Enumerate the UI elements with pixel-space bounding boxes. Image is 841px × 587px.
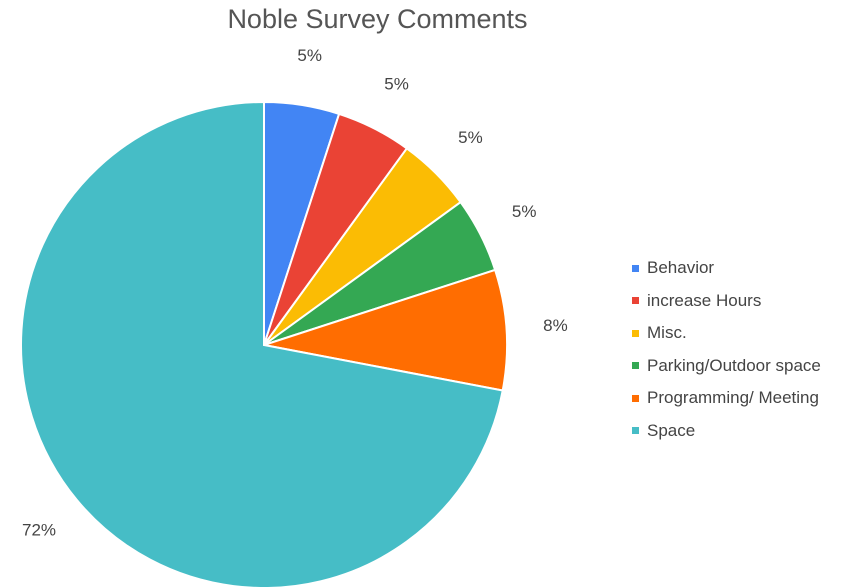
legend-label: Misc.	[647, 323, 687, 343]
slice-value-label-1: 5%	[384, 74, 409, 93]
pie-slice-4	[263, 268, 508, 392]
legend-swatch	[632, 264, 639, 272]
legend-swatch	[632, 329, 639, 337]
legend-label: Parking/Outdoor space	[647, 355, 821, 375]
legend-item-0: Behavior	[632, 252, 821, 285]
slice-value-label-2: 5%	[458, 128, 483, 147]
legend-item-2: Misc.	[632, 317, 821, 350]
legend-label: Programming/ Meeting	[647, 388, 819, 408]
legend-item-1: increase Hours	[632, 285, 821, 318]
legend-swatch	[632, 362, 639, 370]
slice-value-label-0: 5%	[297, 46, 322, 65]
legend-swatch	[632, 427, 639, 435]
slice-value-label-3: 5%	[512, 202, 537, 221]
slice-value-label-4: 8%	[543, 316, 568, 335]
legend-item-3: Parking/Outdoor space	[632, 350, 821, 383]
legend-item-5: Space	[632, 415, 821, 448]
pie-slice-5	[20, 100, 504, 587]
chart-title: Noble Survey Comments	[227, 4, 528, 34]
legend-label: increase Hours	[647, 290, 762, 310]
legend-label: Behavior	[647, 258, 715, 278]
slice-value-label-5: 72%	[22, 521, 56, 540]
legend-label: Space	[647, 420, 696, 440]
legend-swatch	[632, 297, 639, 305]
legend-swatch	[632, 394, 639, 402]
legend: Behavior increase Hours Misc. Parking/Outdo…	[632, 252, 821, 447]
legend-item-4: Programming/ Meeting	[632, 382, 821, 415]
